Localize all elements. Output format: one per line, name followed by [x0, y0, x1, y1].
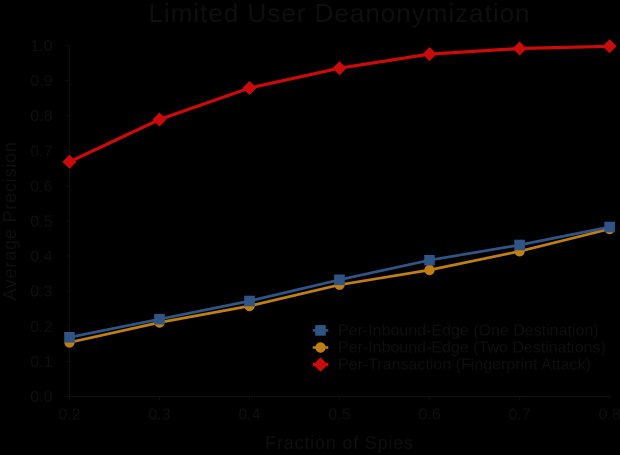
svg-text:0.4: 0.4	[238, 407, 260, 424]
svg-text:0.3: 0.3	[148, 407, 170, 424]
svg-text:0.2: 0.2	[58, 407, 80, 424]
svg-text:Per-Inbound-Edge (One Destinat: Per-Inbound-Edge (One Destination)	[338, 323, 599, 340]
svg-text:0.5: 0.5	[328, 407, 350, 424]
svg-text:0.0: 0.0	[30, 389, 52, 406]
svg-text:0.3: 0.3	[30, 284, 52, 301]
svg-text:0.7: 0.7	[508, 407, 530, 424]
svg-text:Per-Inbound-Edge (Two Destinat: Per-Inbound-Edge (Two Destinations)	[338, 340, 606, 357]
svg-text:0.7: 0.7	[30, 143, 52, 160]
svg-text:0.2: 0.2	[30, 319, 52, 336]
svg-text:0.8: 0.8	[598, 407, 620, 424]
svg-text:0.5: 0.5	[30, 214, 52, 231]
svg-text:1.0: 1.0	[30, 38, 52, 55]
svg-text:Average Precision: Average Precision	[0, 141, 20, 300]
svg-text:Fraction of Spies: Fraction of Spies	[265, 433, 414, 453]
svg-text:0.6: 0.6	[418, 407, 440, 424]
svg-text:0.4: 0.4	[30, 249, 52, 266]
svg-text:0.8: 0.8	[30, 108, 52, 125]
svg-text:0.6: 0.6	[30, 178, 52, 195]
svg-text:Per-Transaction (Fingerprint A: Per-Transaction (Fingerprint Attack)	[338, 357, 591, 374]
svg-text:Limited User Deanonymization: Limited User Deanonymization	[148, 0, 530, 28]
svg-text:0.9: 0.9	[30, 73, 52, 90]
svg-text:0.1: 0.1	[30, 354, 52, 371]
